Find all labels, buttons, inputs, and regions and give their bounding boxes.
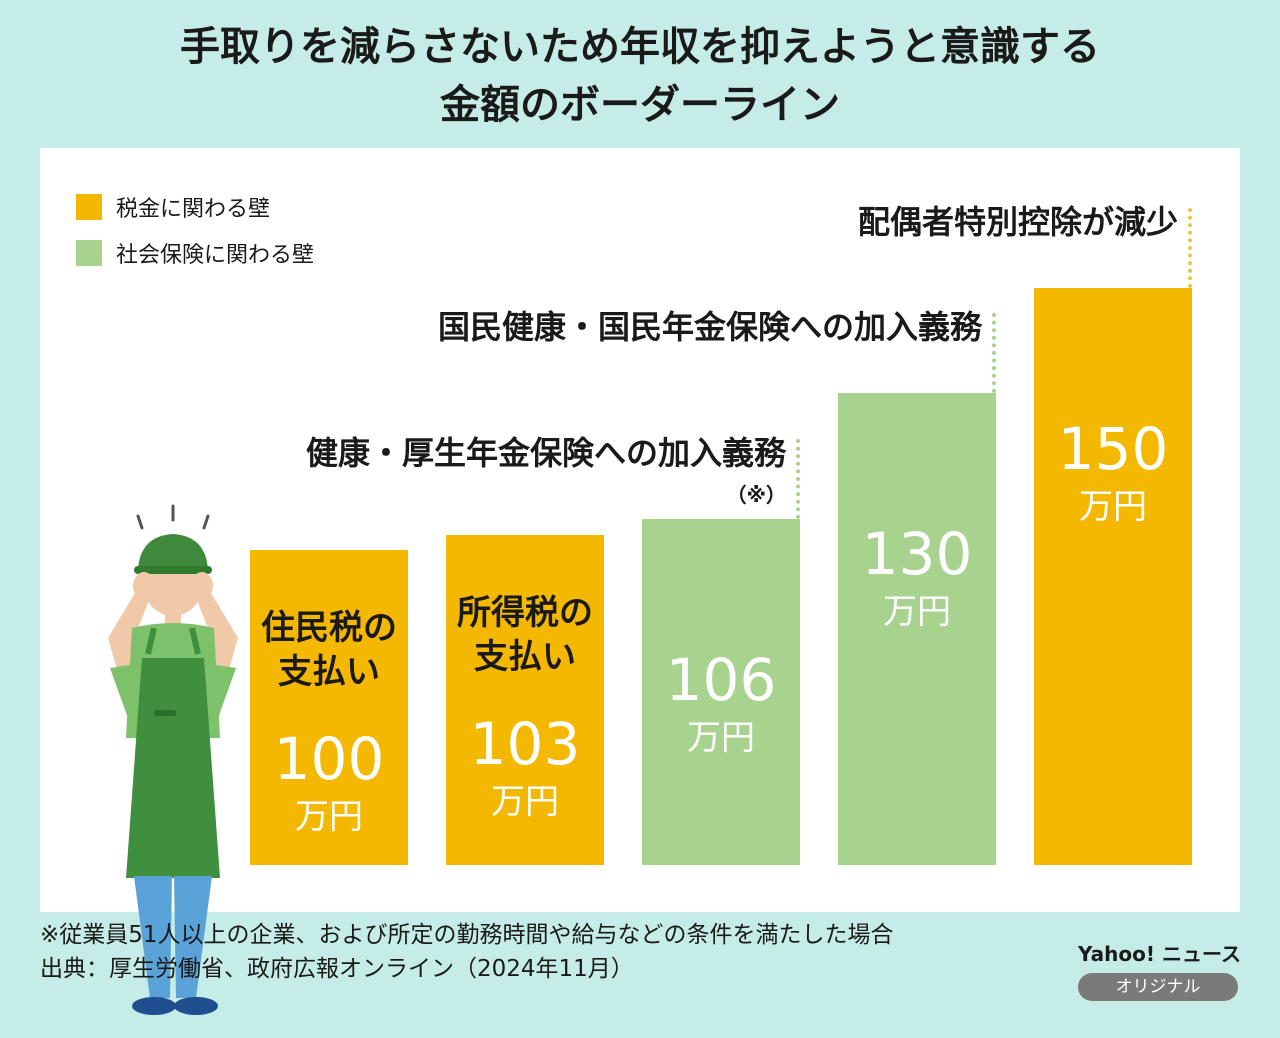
chart-panel: 税金に関わる壁 社会保険に関わる壁: [40, 148, 1240, 1015]
bar-value-label: 103: [469, 709, 581, 778]
bar-150: 150 万円: [1034, 288, 1192, 865]
annotation-note: （※）: [726, 482, 786, 507]
bar-description-line2: 支払い: [278, 652, 380, 693]
worried-worker-icon: [108, 504, 238, 1015]
bar-unit-label: 万円: [687, 717, 755, 758]
bar-106: 106 万円: [642, 518, 800, 865]
legend: 税金に関わる壁 社会保険に関わる壁: [76, 184, 314, 276]
legend-label-social: 社会保険に関わる壁: [116, 243, 315, 268]
bar-value-label: 100: [273, 725, 385, 794]
footer: ※従業員51人以上の企業、および所定の勤務時間や給与などの条件を満たした場合 出…: [40, 918, 894, 986]
bar-unit-label: 万円: [883, 591, 951, 632]
bar-description-line1: 所得税の: [457, 592, 593, 633]
brand: Yahoo! ニュース オリジナル: [1078, 938, 1241, 1001]
bar-103: 所得税の 支払い 103 万円: [446, 534, 604, 865]
bar-unit-label: 万円: [295, 797, 363, 838]
annotation-text: 配偶者特別控除が減少: [857, 203, 1178, 241]
chart-title: 手取りを減らさないため年収を抑えようと意識する 金額のボーダーライン: [0, 18, 1280, 134]
legend-item-tax: 税金に関わる壁: [76, 184, 314, 230]
bar-value-label: 106: [665, 645, 777, 714]
bar-value-label: 150: [1057, 415, 1169, 483]
legend-swatch-tax: [76, 194, 102, 220]
annotation-leader-line: [992, 312, 996, 393]
legend-item-social: 社会保険に関わる壁: [76, 230, 314, 276]
bar-unit-label: 万円: [491, 781, 559, 822]
bar-value-label: 130: [861, 519, 973, 588]
legend-label-tax: 税金に関わる壁: [116, 197, 271, 222]
brand-badge: オリジナル: [1078, 973, 1238, 1001]
footnote: ※従業員51人以上の企業、および所定の勤務時間や給与などの条件を満たした場合: [40, 922, 894, 948]
annotation-leader-line: [1188, 208, 1192, 288]
chart-title-line1: 手取りを減らさないため年収を抑えようと意識する: [180, 24, 1100, 70]
bar-unit-label: 万円: [1079, 487, 1147, 527]
legend-swatch-social: [76, 240, 102, 266]
bar-description-line2: 支払い: [474, 636, 576, 677]
chart-title-line2: 金額のボーダーライン: [440, 82, 840, 128]
annotation-text: 健康・厚生年金保険への加入義務: [305, 433, 786, 472]
bar-100: 住民税の 支払い 100 万円: [250, 550, 408, 865]
brand-name: Yahoo! ニュース: [1078, 942, 1241, 966]
bar-130: 130 万円: [838, 392, 996, 865]
annotation-leader-line: [796, 438, 800, 519]
annotation-text: 国民健康・国民年金保険への加入義務: [437, 307, 982, 346]
bar-description: 所得税の 支払い: [446, 591, 604, 679]
bar-description-line1: 住民税の: [261, 608, 397, 649]
source: 出典：厚生労働省、政府広報オンライン（2024年11月）: [40, 956, 634, 982]
bar-description: 住民税の 支払い: [250, 606, 408, 694]
